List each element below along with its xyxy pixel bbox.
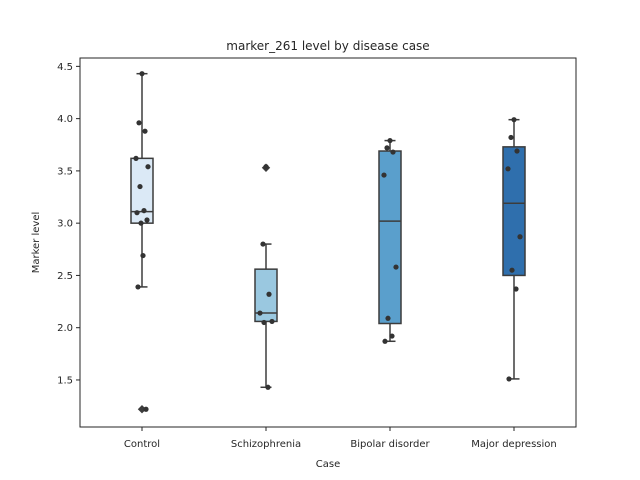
data-point (261, 319, 267, 326)
data-point (143, 406, 149, 412)
data-point (509, 267, 515, 273)
chart-title: marker_261 level by disease case (226, 39, 429, 53)
data-point (266, 291, 272, 297)
data-point (260, 241, 266, 247)
y-tick-label: 1.5 (57, 375, 73, 386)
data-point (506, 376, 512, 382)
data-point (384, 145, 390, 151)
data-point (137, 183, 143, 190)
data-point (393, 264, 399, 270)
data-point (141, 208, 147, 214)
y-axis-label: Marker level (31, 212, 42, 274)
y-tick-label: 2.0 (57, 323, 73, 334)
data-point (140, 252, 146, 259)
y-tick-label: 3.0 (57, 219, 73, 230)
data-point (389, 333, 395, 339)
data-point (138, 220, 144, 226)
data-point (514, 148, 520, 154)
data-point (133, 155, 139, 161)
axes: 1.5 2.0 2.5 3.0 3.5 4.0 4.5 Control Schizophreni… (57, 62, 557, 450)
data-point (382, 338, 388, 344)
data-point (144, 217, 150, 223)
data-point (381, 172, 387, 178)
data-point (513, 286, 519, 292)
data-point (387, 137, 393, 144)
y-tick-label: 3.5 (57, 166, 73, 177)
x-axis-label: Case (316, 459, 340, 470)
data-point (134, 210, 140, 216)
box-major-depression (502, 146, 526, 277)
y-tick-label: 2.5 (57, 271, 73, 282)
x-tick-label: Major depression (471, 439, 557, 450)
x-tick-label: Control (124, 439, 160, 450)
axes-frame (79, 57, 577, 428)
data-point (139, 71, 145, 77)
data-point (508, 134, 514, 141)
x-tick-label: Bipolar disorder (350, 439, 430, 450)
data-point (517, 234, 523, 240)
y-tick-label: 4.0 (57, 114, 73, 125)
data-point (136, 120, 142, 126)
plot-area (130, 71, 526, 414)
data-point (269, 318, 275, 325)
data-point (135, 284, 141, 290)
x-tick-label: Schizophrenia (231, 439, 301, 450)
data-point (257, 310, 263, 316)
data-point (390, 149, 396, 155)
data-point (385, 315, 391, 321)
data-point (142, 128, 148, 134)
data-point (263, 164, 269, 170)
data-point (511, 117, 517, 123)
data-point (145, 164, 151, 170)
data-point (265, 384, 271, 390)
box-bipolar-disorder (378, 150, 402, 325)
data-point (505, 166, 511, 172)
y-tick-label: 4.5 (57, 62, 73, 73)
